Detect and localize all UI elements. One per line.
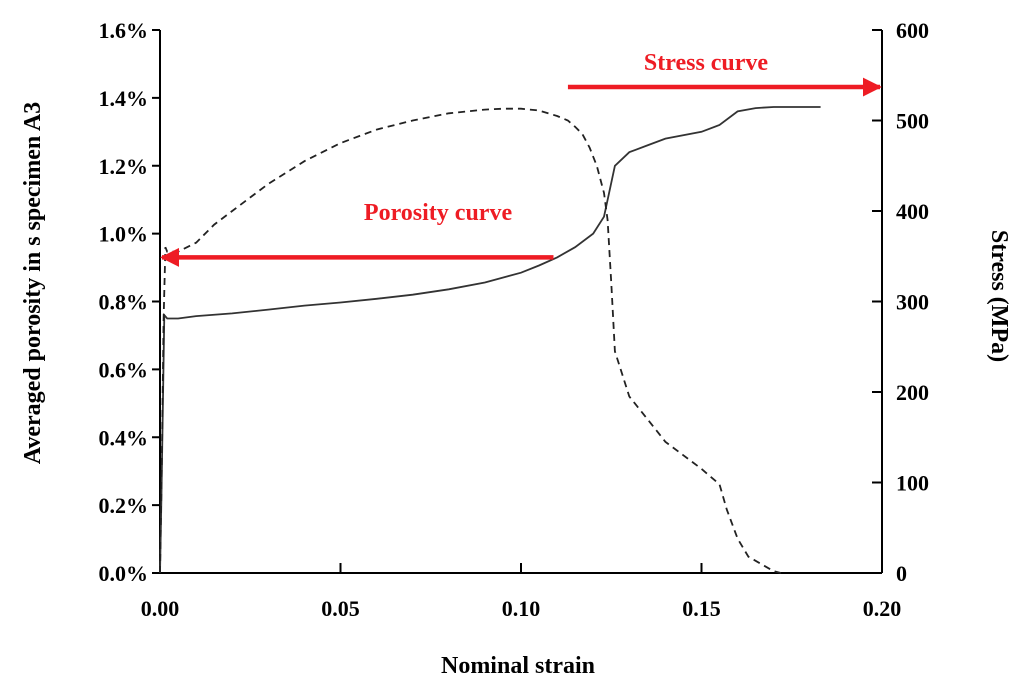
stress-series-line [159,107,782,574]
y-right-tick-label: 200 [896,380,929,405]
y-right-tick-label: 300 [896,290,929,315]
y-left-tick-label: 1.2% [99,154,149,179]
y-right-tick-label: 500 [896,109,929,134]
y-right-axis-title: Stress (MPa) [986,230,1012,362]
y-right-tick-label: 400 [896,199,929,224]
x-axis-ticks: 0.00 0.05 0.10 0.15 0.20 [141,563,902,621]
y-right-tick-label: 600 [896,18,929,43]
porosity-series-line [159,106,821,574]
porosity-curve-annotation: Porosity curve [364,200,513,226]
y-left-axis-title: Averaged porosity in s specimen A3 [20,102,46,464]
x-tick-label: 0.00 [141,596,180,621]
stress-curve-annotation: Stress curve [644,50,769,76]
y-left-tick-label: 0.4% [99,425,149,450]
y-right-tick-label: 100 [896,471,929,496]
x-tick-label: 0.15 [682,596,721,621]
y-left-axis-ticks: 0.0% 0.2% 0.4% 0.6% 0.8% 1.0% 1.2% 1.4% 1.6% [99,18,160,586]
y-left-tick-label: 0.6% [99,357,149,382]
y-left-tick-label: 1.0% [99,222,149,247]
y-left-tick-label: 0.8% [99,290,149,315]
y-right-axis-ticks: 0 100 200 300 400 500 600 [872,18,929,586]
y-left-tick-label: 1.4% [99,86,149,111]
x-tick-label: 0.05 [321,596,360,621]
y-left-tick-label: 0.0% [99,561,149,586]
x-axis-title: Nominal strain [441,653,595,679]
y-left-tick-label: 0.2% [99,493,149,518]
y-left-tick-label: 1.6% [99,18,149,43]
x-tick-label: 0.20 [863,596,902,621]
x-tick-label: 0.10 [502,596,541,621]
y-right-tick-label: 0 [896,561,907,586]
